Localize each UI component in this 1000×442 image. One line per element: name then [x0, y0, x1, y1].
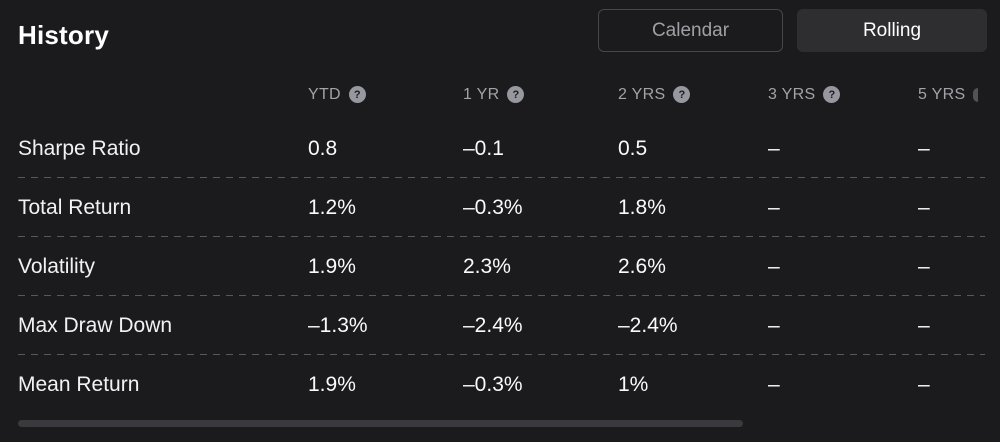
table-cell: –2.4% — [618, 313, 678, 337]
column-header-label: 3 YRS — [768, 85, 816, 103]
column-header-label: 1 YR — [463, 85, 500, 103]
table-cell: – — [768, 195, 780, 219]
calendar-tab-button[interactable]: Calendar — [598, 9, 783, 52]
table-cell: 1.9% — [308, 372, 356, 396]
column-header-2yrs: 2 YRS ? — [618, 86, 768, 104]
table-cell: 2.3% — [463, 254, 511, 278]
table-cell: – — [918, 254, 930, 278]
table-row: Max Draw Down –1.3% –2.4% –2.4% – – — [0, 296, 1000, 355]
table-cell: – — [918, 372, 930, 396]
table-cell: 0.5 — [618, 136, 648, 160]
row-label: Mean Return — [18, 372, 140, 396]
table-cell: 1% — [618, 372, 649, 396]
row-label: Max Draw Down — [18, 313, 173, 337]
column-header-3yrs: 3 YRS ? — [768, 86, 918, 104]
table-row: Total Return 1.2% –0.3% 1.8% – – — [0, 178, 1000, 237]
table-cell: – — [768, 372, 780, 396]
table-cell: –1.3% — [308, 313, 368, 337]
row-label: Sharpe Ratio — [18, 136, 141, 160]
view-toggle-group: Calendar Rolling — [598, 9, 987, 52]
help-icon[interactable]: ? — [823, 86, 841, 103]
column-header-label: YTD — [308, 85, 341, 103]
help-icon[interactable]: ? — [348, 86, 366, 103]
help-icon[interactable]: ? — [673, 86, 691, 103]
table-cell: – — [918, 195, 930, 219]
help-icon-clipped[interactable] — [973, 87, 979, 102]
table-row: Sharpe Ratio 0.8 –0.1 0.5 – – — [0, 119, 1000, 178]
row-label: Total Return — [18, 195, 132, 219]
table-cell: – — [768, 254, 780, 278]
column-header-label: 5 YRS — [918, 85, 966, 103]
table-cell: 1.9% — [308, 254, 356, 278]
table-cell: – — [918, 136, 930, 160]
row-label: Volatility — [18, 254, 96, 278]
table-cell: – — [768, 313, 780, 337]
column-header-ytd: YTD ? — [308, 86, 463, 104]
table-cell: 1.8% — [618, 195, 666, 219]
table-row: Volatility 1.9% 2.3% 2.6% – – — [0, 237, 1000, 296]
column-header-label: 2 YRS — [618, 85, 666, 103]
table-cell: 0.8 — [308, 136, 338, 160]
table-row: Mean Return 1.9% –0.3% 1% – – — [0, 355, 1000, 414]
page-title: History — [18, 20, 109, 50]
table-cell: –0.3% — [463, 195, 523, 219]
table-cell: –0.3% — [463, 372, 523, 396]
column-header-5yrs: 5 YRS — [918, 86, 1000, 104]
table-cell: 2.6% — [618, 254, 666, 278]
rolling-tab-button[interactable]: Rolling — [797, 9, 987, 52]
table-cell: – — [918, 313, 930, 337]
column-header-1yr: 1 YR ? — [463, 86, 618, 104]
table-cell: 1.2% — [308, 195, 356, 219]
history-table: YTD ? 1 YR ? 2 YRS ? 3 YRS ? 5 YRS Sharp… — [0, 70, 1000, 414]
table-cell: –2.4% — [463, 313, 523, 337]
help-icon[interactable]: ? — [507, 86, 525, 103]
table-cell: –0.1 — [463, 136, 504, 160]
horizontal-scrollbar-thumb[interactable] — [18, 420, 743, 427]
table-cell: – — [768, 136, 780, 160]
table-header-row: YTD ? 1 YR ? 2 YRS ? 3 YRS ? 5 YRS — [0, 70, 1000, 119]
